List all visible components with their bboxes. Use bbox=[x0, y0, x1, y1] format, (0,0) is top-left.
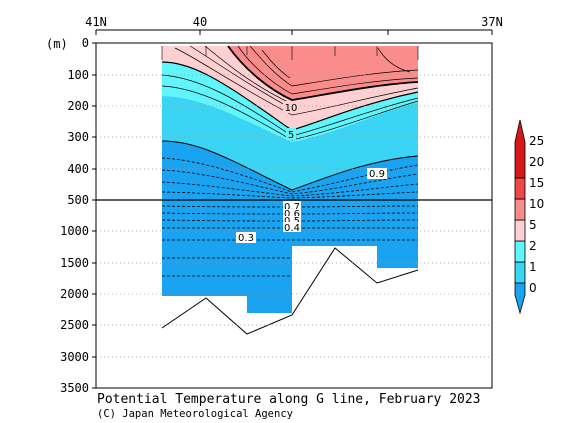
isotherm-10-line bbox=[227, 45, 419, 101]
isotherm-0.9-line bbox=[161, 191, 419, 199]
colorbar-segment-0-1 bbox=[514, 282, 526, 315]
colorbar-label-25: 25 bbox=[529, 134, 544, 148]
isotherm-14-line bbox=[249, 45, 419, 87]
isotherm-9-line bbox=[204, 45, 293, 105]
x-tick-41n: 41N bbox=[85, 15, 107, 29]
isotherm-16-line bbox=[261, 49, 291, 79]
contour-label-5: 5 bbox=[288, 130, 294, 141]
colorbar-label-0: 0 bbox=[529, 281, 537, 295]
isotherm-1.5-line bbox=[161, 157, 419, 193]
y-tick-3500: 3500 bbox=[60, 381, 89, 395]
isotherm-1.0-line bbox=[161, 181, 419, 197]
layer-2-5 bbox=[162, 96, 418, 190]
colorbar-label-15: 15 bbox=[529, 176, 544, 190]
colorbar-label-1: 1 bbox=[529, 260, 537, 274]
colorbar-label-5: 5 bbox=[529, 218, 537, 232]
plot-frame bbox=[95, 42, 493, 389]
contour-label-0.3: 0.3 bbox=[238, 233, 254, 244]
y-tick-1000: 1000 bbox=[60, 224, 89, 238]
isotherm-5-line bbox=[161, 61, 419, 131]
contour-label-0.9: 0.9 bbox=[369, 169, 385, 180]
colorbar-label-10: 10 bbox=[529, 197, 544, 211]
contour-label-0.4: 0.4 bbox=[284, 223, 300, 234]
colorbar-label-20: 20 bbox=[529, 155, 544, 169]
y-axis-ticks bbox=[92, 42, 96, 389]
colorbar-segment-2-5 bbox=[514, 240, 526, 263]
chart-credit: (C) Japan Meteorological Agency bbox=[97, 408, 293, 420]
x-tick-40: 40 bbox=[193, 15, 207, 29]
y-tick-300: 300 bbox=[67, 130, 89, 144]
bottom-topography-line bbox=[161, 247, 419, 335]
colorbar bbox=[514, 119, 526, 315]
colorbar-segment-5-10 bbox=[514, 219, 526, 242]
layer-1-2 bbox=[162, 141, 418, 200]
x-tick-37n: 37N bbox=[481, 15, 503, 29]
isotherm-8-line bbox=[189, 45, 293, 110]
contour-label-10: 10 bbox=[285, 103, 298, 114]
contour-label-0.7: 0.7 bbox=[284, 202, 300, 213]
contour-label-0.6: 0.6 bbox=[284, 209, 300, 220]
isotherm-1.2-line bbox=[161, 169, 419, 195]
y-tick-3000: 3000 bbox=[60, 350, 89, 364]
y-tick-500: 500 bbox=[67, 193, 89, 207]
y-axis-label: (m) bbox=[46, 37, 68, 51]
station-lines bbox=[161, 46, 419, 60]
contour-label-0.5: 0.5 bbox=[284, 216, 300, 227]
top-axis-ticks bbox=[95, 30, 493, 35]
colorbar-segment-20-25 bbox=[514, 119, 526, 179]
isotherm-7-line bbox=[174, 47, 419, 116]
y-tick-1500: 1500 bbox=[60, 256, 89, 270]
y-tick-0: 0 bbox=[82, 36, 89, 50]
chart-title: Potential Temperature along G line, Febr… bbox=[97, 392, 481, 407]
y-tick-2500: 2500 bbox=[60, 318, 89, 332]
y-tick-200: 200 bbox=[67, 99, 89, 113]
colorbar-label-2: 2 bbox=[529, 239, 537, 253]
colorbar-segment-10-15 bbox=[514, 198, 526, 221]
isotherm-17-line bbox=[377, 47, 411, 73]
y-tick-100: 100 bbox=[67, 68, 89, 82]
contour-label-group: 10 5 0.9 0.7 0.6 0.5 0.4 0.3 bbox=[236, 101, 387, 244]
y-tick-400: 400 bbox=[67, 162, 89, 176]
isotherm-12-line bbox=[237, 45, 419, 95]
colorbar-segment-1-2 bbox=[514, 261, 526, 284]
isotherm-2-line bbox=[161, 140, 419, 191]
colorbar-segment-15-20 bbox=[514, 177, 526, 200]
y-tick-2000: 2000 bbox=[60, 287, 89, 301]
